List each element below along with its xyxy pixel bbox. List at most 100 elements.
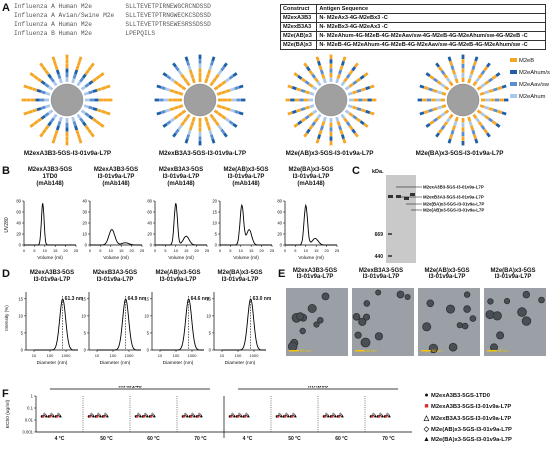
antigen-segment xyxy=(431,98,436,102)
antigen-segment xyxy=(79,117,85,123)
antigen-segment xyxy=(340,60,345,66)
antigen-segment xyxy=(487,77,494,83)
antigen-segment xyxy=(454,116,459,122)
legend-label: M2e(AB)x3-5GS-I3-01v9a-L7P xyxy=(431,427,512,433)
table-header: Antigen Sequence xyxy=(316,4,546,14)
antigen-segment xyxy=(75,129,80,135)
legend-label: M2eAav/sw xyxy=(519,82,549,88)
data-point xyxy=(153,414,156,418)
antigen-segment xyxy=(426,98,432,102)
antigen-segment xyxy=(472,113,478,119)
antigen-segment xyxy=(166,120,172,126)
antigen-segment xyxy=(351,128,357,134)
antigen-segment xyxy=(32,87,38,92)
antigen-segment xyxy=(156,84,162,89)
gel-band xyxy=(396,195,401,198)
data-point xyxy=(280,414,283,418)
antigen-segment xyxy=(475,77,481,83)
data-point xyxy=(189,415,193,418)
antigen-segment xyxy=(177,112,183,118)
data-point xyxy=(283,415,287,418)
antigen-segment xyxy=(436,90,442,95)
antigen-segment xyxy=(449,60,454,66)
plot-title: M2exA3B3-5GS xyxy=(28,167,72,173)
antigen-segment xyxy=(78,138,83,144)
data-point xyxy=(57,413,61,418)
antigen-segment xyxy=(88,105,94,110)
antigen-segment xyxy=(181,85,187,91)
em-particle xyxy=(362,313,370,321)
antigen-segment xyxy=(339,65,344,71)
antigen-segment xyxy=(71,78,76,84)
antigen-segment xyxy=(169,107,175,112)
antigen-segment xyxy=(168,98,173,102)
antigen-segment xyxy=(429,120,435,126)
antigen-segment xyxy=(440,112,446,118)
antigen-segment xyxy=(29,122,35,128)
plot-title: M2exA3B3-5GS xyxy=(30,270,74,276)
antigen-segment xyxy=(297,120,303,126)
legend-label: M2eAhum/sw xyxy=(519,70,550,76)
antigen-segment xyxy=(32,108,38,113)
antigen-segment xyxy=(428,87,434,92)
antigen-segment xyxy=(485,62,491,68)
antigen-segment xyxy=(204,116,209,122)
band-label: M2exB3A3-5GS-I3-01v9a-L7P xyxy=(423,195,484,200)
x-tick-label: 10 xyxy=(32,353,37,358)
scale-bar xyxy=(289,350,299,352)
antigen-segment xyxy=(159,98,164,102)
antigen-segment xyxy=(436,80,442,86)
antigen-segment xyxy=(198,118,202,123)
nanoparticle xyxy=(21,54,113,146)
antigen-segment xyxy=(329,131,333,137)
antigen-segment xyxy=(432,117,439,123)
antigen-segment xyxy=(173,105,179,110)
antigen-segment xyxy=(476,85,482,91)
antigen-segment xyxy=(205,73,210,79)
y-tick-label: 40 xyxy=(277,221,282,226)
x-axis-label: Diameter (nm) xyxy=(163,360,194,366)
antigen-segment xyxy=(437,128,443,134)
antigen-segment xyxy=(92,107,98,112)
antigen-segment xyxy=(300,77,307,83)
ec50-legend-item: △ M2exB3A3-5GS-I3-01v9a-L7P xyxy=(422,414,511,422)
temp-label: 60 °C xyxy=(335,436,348,442)
antigen-segment xyxy=(336,73,341,79)
antigen-segment xyxy=(209,113,215,119)
antigen-segment xyxy=(329,63,333,69)
data-point xyxy=(193,414,196,418)
antigen-segment xyxy=(338,69,343,75)
em-particle xyxy=(396,290,405,299)
antigen-segment xyxy=(470,125,475,131)
y-axis-label: UV280 xyxy=(4,217,10,233)
antigen-segment xyxy=(488,107,494,112)
antigen-segment xyxy=(96,108,102,113)
antigen-segment xyxy=(311,121,317,127)
antigen-segment xyxy=(436,98,441,102)
x-tick-label: 15 xyxy=(119,248,124,253)
y-tick-label: 10 xyxy=(144,313,149,318)
antigen-segment xyxy=(488,88,494,93)
antigen-segment xyxy=(55,69,60,75)
data-point xyxy=(243,415,247,418)
data-point xyxy=(184,413,188,418)
panel-label-a: A xyxy=(2,2,10,14)
data-point xyxy=(186,414,189,418)
antigen-segment xyxy=(451,125,456,131)
em-particle xyxy=(445,304,455,314)
antigen-segment xyxy=(80,109,86,115)
antigen-segment xyxy=(296,108,302,113)
gel-marker: 669 xyxy=(375,232,384,238)
antigen-segment xyxy=(39,132,45,138)
antigen-segment xyxy=(36,117,43,123)
data-point xyxy=(137,413,141,418)
antigen-segment xyxy=(453,73,458,79)
antigen-segment xyxy=(329,136,333,141)
antigen-segment xyxy=(497,109,503,114)
em-particle xyxy=(517,307,527,317)
antigen-segment xyxy=(461,54,465,60)
antigen-segment xyxy=(207,69,212,75)
x-tick-label: 20 xyxy=(63,248,68,253)
antigen-segment xyxy=(472,60,477,66)
